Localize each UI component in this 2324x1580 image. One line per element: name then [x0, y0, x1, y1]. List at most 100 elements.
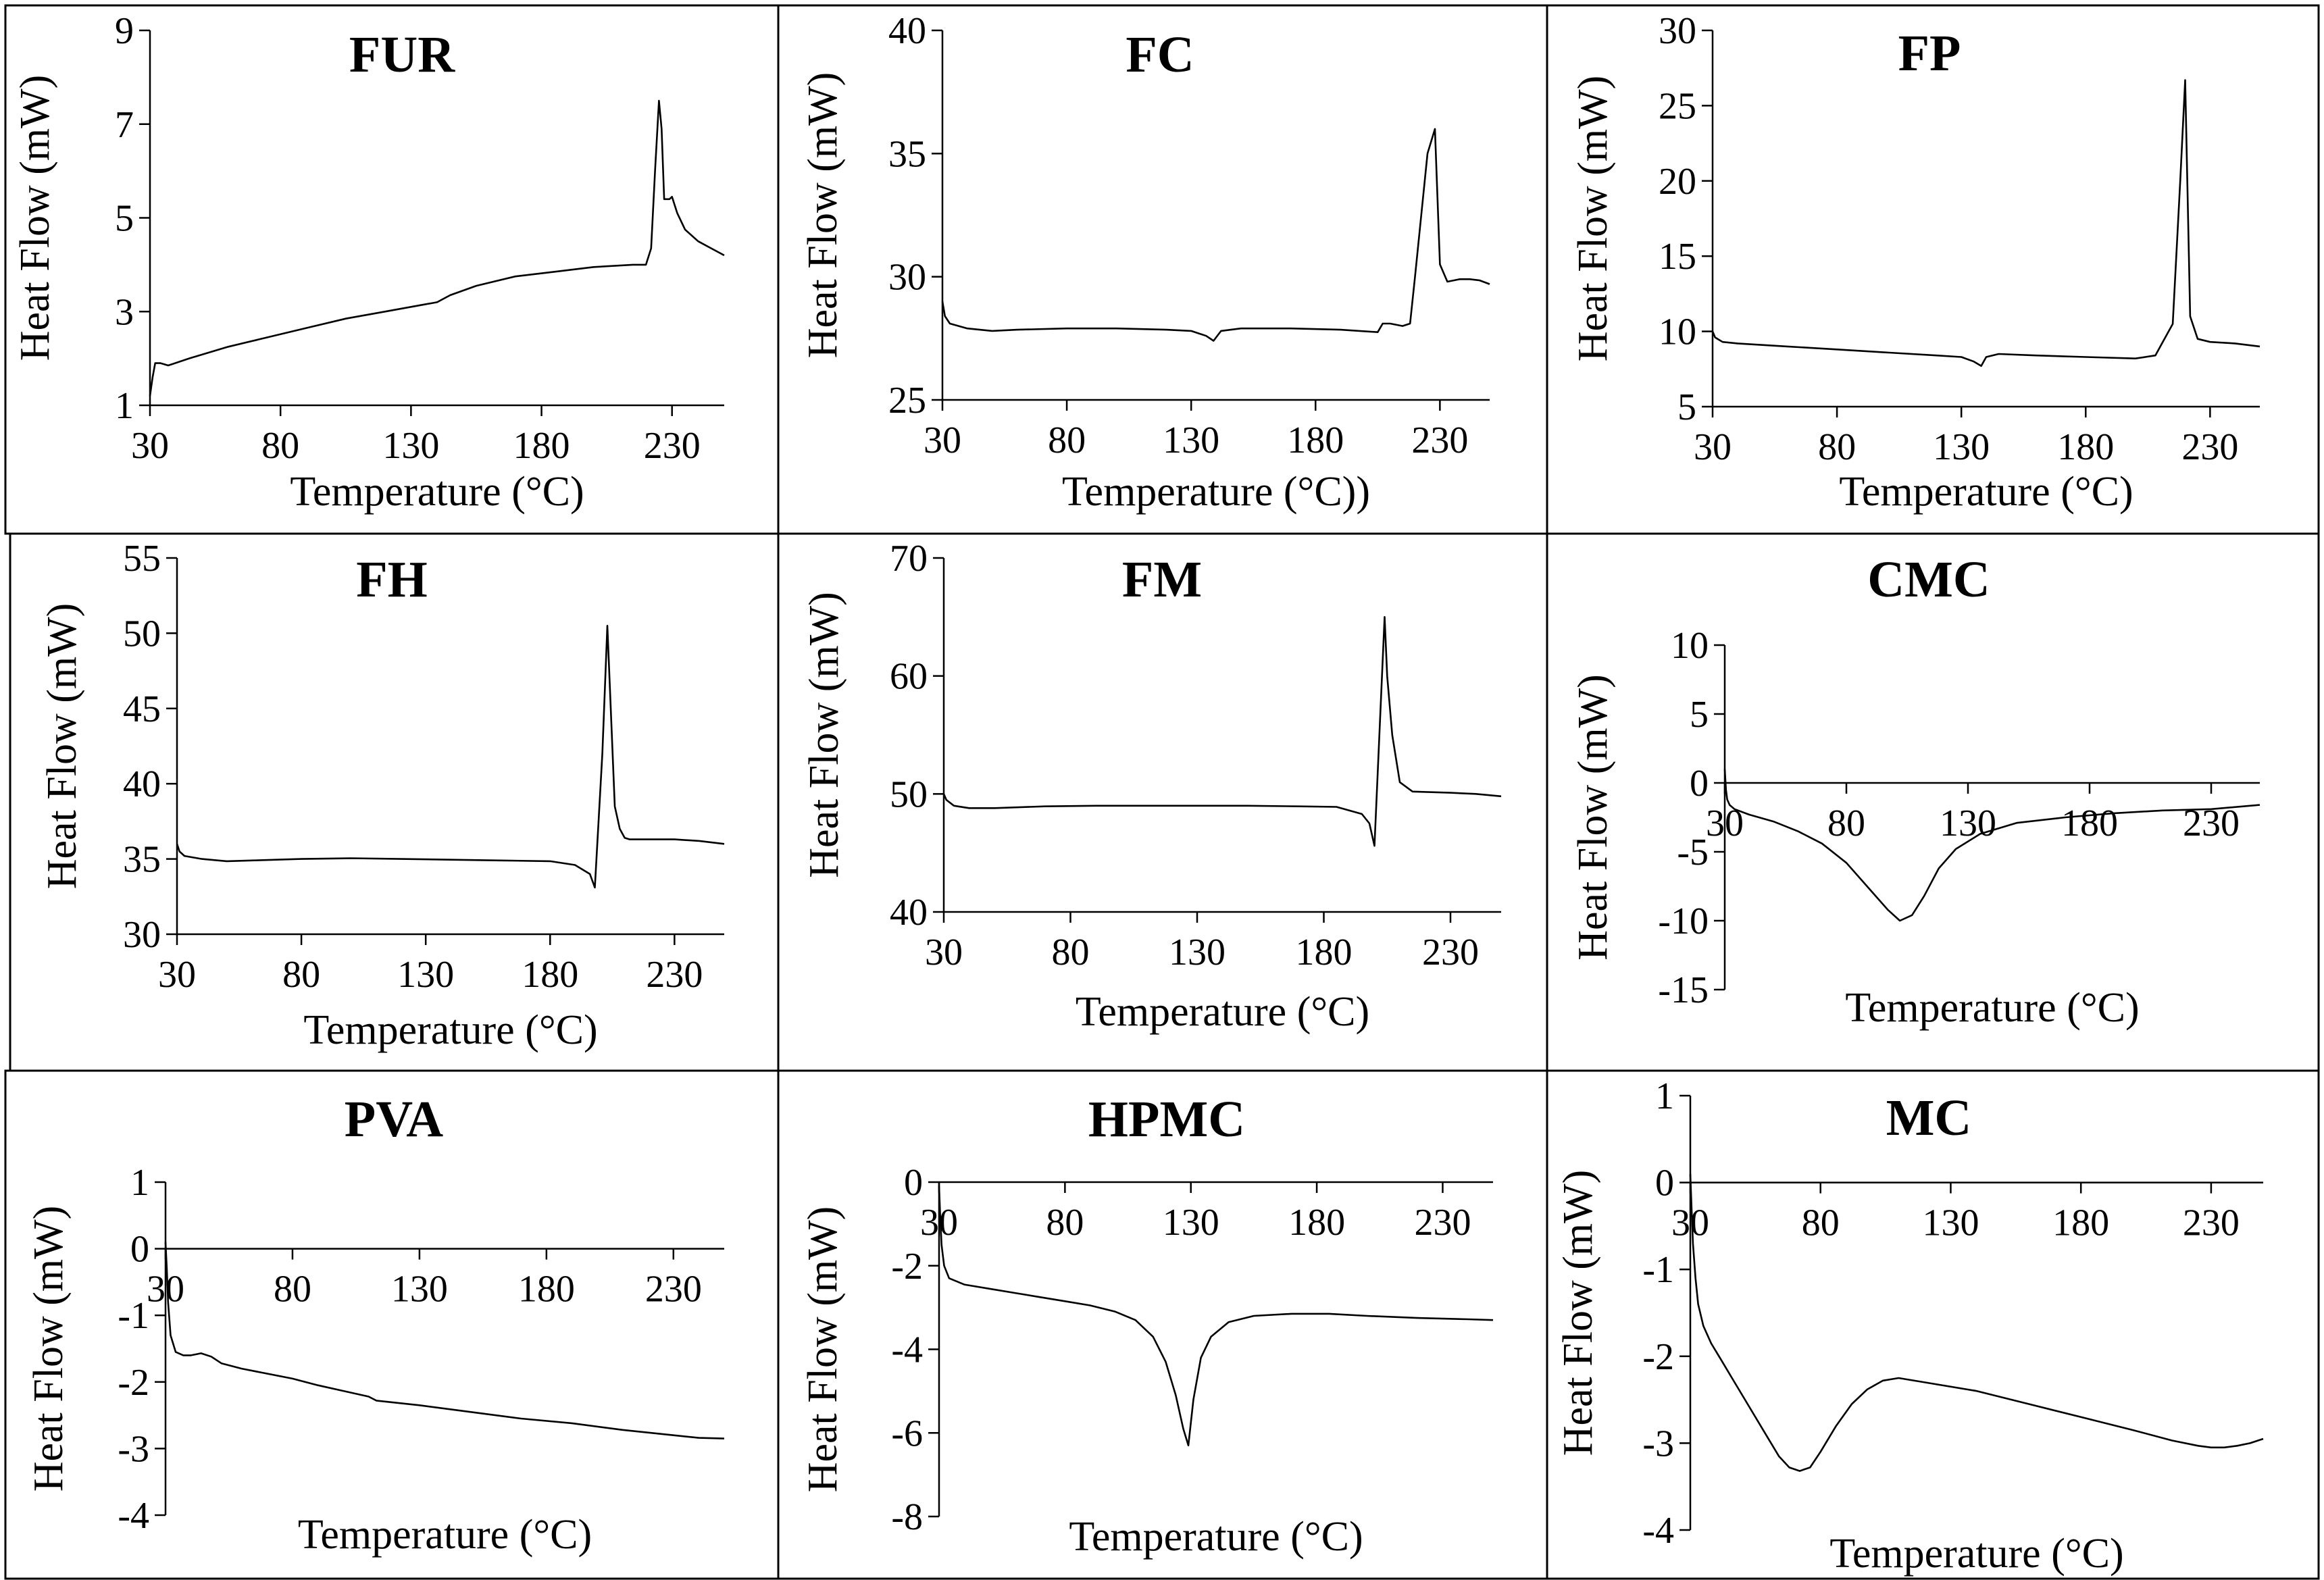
y-tick-label: 40	[890, 892, 928, 934]
chart-title: FM	[1122, 551, 1202, 608]
x-tick-label: 180	[1296, 932, 1353, 973]
y-axis-label: Heat Flow (mW)	[801, 592, 847, 878]
x-tick-label: 80	[1052, 932, 1090, 973]
y-tick-label: 50	[123, 613, 161, 655]
y-tick-label: 9	[115, 10, 134, 52]
x-tick-label: 80	[1802, 1202, 1840, 1244]
x-axis-label: Temperature (°C)	[303, 1007, 597, 1053]
y-tick-label: 1	[1655, 1075, 1674, 1117]
series-line-fur	[149, 99, 725, 397]
x-tick-label: 30	[1706, 802, 1744, 844]
x-tick-label: 80	[1048, 419, 1086, 461]
y-tick-label: 5	[1677, 386, 1696, 428]
y-tick-label: 25	[1659, 85, 1696, 127]
y-tick-label: -1	[118, 1295, 149, 1337]
x-axis-label: Temperature (°C)	[1845, 985, 2139, 1031]
y-tick-label: 40	[888, 10, 926, 52]
y-axis-label: Heat Flow (mW)	[800, 72, 846, 359]
x-tick-label: 130	[1169, 932, 1226, 973]
x-tick-label: 130	[1163, 1202, 1219, 1244]
y-tick-label: 1	[115, 385, 134, 427]
series-line-pva	[164, 1242, 725, 1439]
chart-title: CMC	[1867, 551, 1990, 608]
chart-title: FH	[356, 551, 428, 608]
y-tick-label: -2	[1642, 1336, 1674, 1378]
series-line-fh	[176, 624, 725, 889]
y-tick-label: 5	[115, 198, 134, 240]
x-tick-label: 80	[274, 1269, 311, 1310]
panel-fur: 1 3 5 7 9 30 80 130 180 230 FUR Temperature (°C) Hea…	[4, 4, 780, 535]
y-tick-label: 40	[123, 763, 161, 805]
x-tick-label: 30	[925, 932, 963, 973]
x-tick-label: 130	[397, 954, 454, 996]
y-tick-label: 50	[890, 773, 928, 815]
y-tick-label: 0	[1655, 1163, 1674, 1204]
x-tick-label: 180	[513, 425, 570, 467]
chart-title: FC	[1126, 26, 1194, 83]
chart-title: MC	[1886, 1090, 1972, 1146]
x-tick-label: 30	[1671, 1202, 1709, 1244]
y-tick-label: -2	[891, 1246, 923, 1288]
y-axis-label: Heat Flow (mW)	[26, 1206, 72, 1492]
y-tick-label: 15	[1659, 236, 1696, 278]
x-tick-label: 80	[261, 425, 299, 467]
y-tick-label: -5	[1677, 832, 1709, 873]
series-line-fp	[1711, 79, 2260, 367]
y-tick-label: -3	[118, 1428, 149, 1470]
x-tick-label: 230	[1414, 1202, 1471, 1244]
y-tick-label: 70	[890, 538, 928, 580]
x-tick-label: 180	[2061, 802, 2118, 844]
y-tick-label: -4	[891, 1329, 923, 1371]
x-axis-label: Temperature (°C))	[1062, 469, 1370, 515]
x-tick-label: 230	[646, 954, 703, 996]
x-tick-label: 30	[1694, 426, 1732, 468]
chart-title: PVA	[345, 1091, 444, 1148]
x-tick-label: 130	[382, 425, 439, 467]
y-tick-label: 7	[115, 104, 134, 146]
x-tick-label: 180	[2057, 426, 2114, 468]
series-line-mc	[1689, 1173, 2264, 1472]
x-tick-label: 30	[924, 419, 961, 461]
y-tick-label: 1	[130, 1162, 149, 1204]
y-axis-label: Heat Flow (mW)	[1570, 674, 1616, 961]
x-tick-label: 230	[2183, 1202, 2240, 1244]
y-tick-label: 60	[890, 656, 928, 698]
y-tick-label: -1	[1642, 1249, 1674, 1291]
x-tick-label: 130	[1163, 419, 1219, 461]
y-tick-label: 5	[1690, 694, 1709, 736]
x-tick-label: 80	[1827, 802, 1865, 844]
x-tick-label: 230	[645, 1269, 702, 1310]
y-tick-label: 55	[123, 538, 161, 580]
chart-title: FP	[1898, 25, 1961, 82]
y-tick-label: 3	[115, 291, 134, 333]
x-axis-label: Temperature (°C)	[1829, 1531, 2123, 1577]
y-tick-label: 30	[123, 914, 161, 956]
y-tick-label: 20	[1659, 161, 1696, 203]
x-tick-label: 230	[2181, 426, 2238, 468]
y-tick-label: 0	[904, 1162, 923, 1204]
x-tick-label: 80	[1818, 426, 1856, 468]
x-tick-label: 230	[1422, 932, 1479, 973]
y-tick-label: 0	[130, 1229, 149, 1271]
x-axis-label: Temperature (°C)	[1069, 1514, 1363, 1560]
y-tick-label: -6	[891, 1412, 923, 1454]
y-tick-label: 30	[1659, 10, 1696, 52]
y-tick-label: -10	[1658, 900, 1709, 942]
y-tick-label: 35	[123, 839, 161, 881]
panel-fm: 40 50 60 70 30 80 130 180 230 FM Temperature (°C) H…	[777, 532, 1548, 1072]
series-line-cmc	[1723, 769, 2260, 922]
x-tick-label: 30	[158, 954, 196, 996]
panel-fh: 30 35 40 45 50 55 30 80 130 180 230 FH Temperature (…	[9, 532, 780, 1072]
y-tick-label: 0	[1690, 763, 1709, 805]
y-axis-label: Heat Flow (mW)	[800, 1206, 846, 1493]
x-tick-label: 80	[282, 954, 320, 996]
x-tick-label: 180	[518, 1269, 575, 1310]
y-tick-label: 25	[888, 380, 926, 422]
y-tick-label: -4	[1642, 1510, 1674, 1552]
x-tick-label: 130	[1922, 1202, 1979, 1244]
